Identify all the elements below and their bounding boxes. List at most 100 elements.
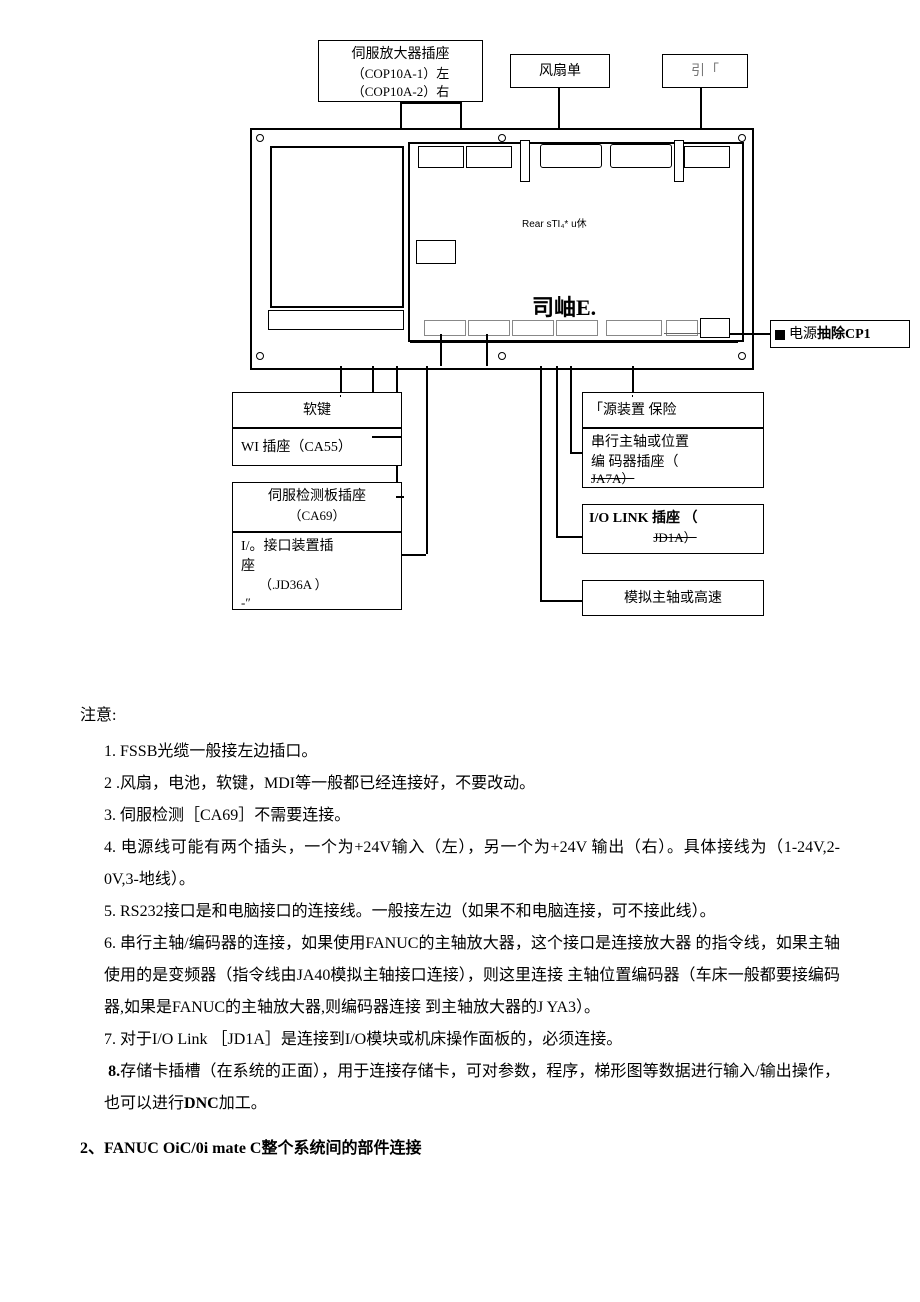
text: 电源	[789, 327, 817, 342]
note-item: 4. 电源线可能有两个插头，一个为+24V输入（左），另一个为+24V 输出（右…	[104, 832, 840, 896]
inner-left-bottom	[268, 310, 404, 330]
screw	[498, 352, 506, 360]
label-wi: WI 插座（CA55）	[232, 428, 402, 466]
leader	[632, 395, 633, 397]
label-power-cp1: 电源抽除CP1	[770, 320, 910, 348]
notes-section: 注意: 1. FSSB光缆一般接左边插口。 2 .风扇，电池，软键，MDI等一般…	[80, 700, 840, 1120]
text: 模拟主轴或高速	[624, 591, 722, 606]
leader	[730, 333, 770, 335]
text: 串行主轴或位置	[591, 433, 761, 453]
note-item: 8.存储卡插槽（在系统的正面），用于连接存储卡，可对参数，程序，梯形图等数据进行…	[104, 1056, 840, 1120]
text: 伺服检测板插座	[235, 487, 399, 507]
text: 2、	[80, 1140, 104, 1157]
text-center: 司岫E.	[532, 290, 596, 322]
note-item: 2 .风扇，电池，软键，MDI等一般都已经连接好，不要改动。	[104, 768, 840, 800]
label-servo-det: 伺服检测板插座 （CA69）	[232, 482, 402, 532]
text: FANUC OiC/0i mate C整个系统间的部件连接	[104, 1140, 421, 1157]
text: FSSB光缆一般接左边插口。	[120, 743, 317, 760]
leader	[570, 452, 582, 454]
tab	[418, 146, 464, 168]
screw	[256, 134, 264, 142]
label-battery: 引「	[662, 54, 748, 88]
divider	[410, 342, 738, 343]
conn	[556, 320, 598, 336]
leader	[440, 334, 442, 366]
label-serial-spindle: 串行主轴或位置 编 码器插座（ JA7A）	[582, 428, 764, 488]
leader	[372, 436, 402, 438]
leader	[570, 366, 572, 452]
leader	[540, 600, 582, 602]
leader	[426, 366, 428, 554]
leader	[540, 366, 542, 601]
text: 电源线可能有两个插头，一个为+24V输入（左），另一个为+24V 输出（右）。具…	[104, 839, 840, 888]
text: I/O LINK 插座 （	[589, 511, 698, 526]
note-item: 7. 对于I/O Link ［JD1A］是连接到I/O模块或机床操作面板的，必须…	[104, 1024, 840, 1056]
text: DNC	[184, 1095, 219, 1112]
screw	[256, 352, 264, 360]
text: 8.	[108, 1063, 120, 1080]
text: 抽除CP1	[817, 327, 871, 342]
small-block	[416, 240, 456, 264]
text: 伺服放大器插座	[321, 45, 480, 65]
text: I/。接口装置插	[241, 537, 399, 557]
leader	[400, 102, 460, 104]
notes-title: 注意:	[80, 700, 840, 732]
note-item: 6. 串行主轴/编码器的连接，如果使用FANUC的主轴放大器，这个接口是连接放大…	[104, 928, 840, 1024]
text: 串行主轴/编码器的连接，如果使用FANUC的主轴放大器，这个接口是连接放大器 的…	[104, 935, 840, 1016]
conn	[606, 320, 662, 336]
tab	[684, 146, 730, 168]
label-power-fuse: 「源装置 保险	[582, 392, 764, 428]
text: 加工。	[219, 1095, 267, 1112]
tab-fan	[540, 144, 602, 168]
leader	[556, 366, 558, 536]
screw	[738, 134, 746, 142]
label-analog-spindle: 模拟主轴或高速	[582, 580, 764, 616]
conn	[468, 320, 510, 336]
label-io-if: I/。接口装置插 座 （.JD36A ） -″	[232, 532, 402, 610]
text: （COP10A-2）右	[321, 83, 480, 101]
text: 引「	[691, 64, 719, 79]
text: -″	[241, 594, 399, 612]
text: JD1A）	[589, 529, 761, 547]
label-servo-amp: 伺服放大器插座 （COP10A-1）左 （COP10A-2）右	[318, 40, 483, 102]
leader	[396, 496, 404, 498]
text: （.JD36A ）	[241, 576, 399, 594]
screw	[498, 134, 506, 142]
strip	[520, 140, 530, 182]
connector-diagram: 伺服放大器插座 （COP10A-1）左 （COP10A-2）右 风扇单 引「 R…	[140, 40, 780, 680]
leader	[486, 334, 488, 366]
tab-fan	[610, 144, 672, 168]
label-io-link: I/O LINK 插座 （ JD1A）	[582, 504, 764, 554]
note-item: 5. RS232接口是和电脑接口的连接线。一般接左边（如果不和电脑连接，可不接此…	[104, 896, 840, 928]
text: JA7A）	[591, 470, 761, 488]
label-fan: 风扇单	[510, 54, 610, 88]
text: 风扇单	[539, 64, 581, 79]
text: RS232接口是和电脑接口的连接线。一般接左边（如果不和电脑连接，可不接此线）。	[116, 903, 716, 920]
tab	[466, 146, 512, 168]
text: WI 插座（CA55）	[241, 440, 352, 455]
text: .风扇，电池，软键，MDI等一般都已经连接好，不要改动。	[116, 775, 535, 792]
note-item: 3. 伺服检测［CA69］不需要连接。	[104, 800, 840, 832]
text: 对于I/O Link ［JD1A］是连接到I/O模块或机床操作面板的，必须连接。	[116, 1031, 622, 1048]
leader	[556, 536, 582, 538]
note-item: 1. FSSB光缆一般接左边插口。	[104, 736, 840, 768]
leader	[402, 554, 426, 556]
section-2-heading: 2、FANUC OiC/0i mate C整个系统间的部件连接	[80, 1134, 840, 1158]
square-icon	[775, 330, 785, 340]
leader	[664, 333, 700, 334]
conn	[512, 320, 554, 336]
label-softkey: 软键	[232, 392, 402, 428]
conn	[424, 320, 466, 336]
text: （COP10A-1）左	[321, 65, 480, 83]
text: 「源装置 保险	[589, 403, 677, 418]
text-rear: Rear sTI₄* u休	[522, 215, 587, 230]
conn-cp1	[700, 318, 730, 338]
screw	[738, 352, 746, 360]
text: 座	[241, 557, 399, 577]
text: 软键	[303, 403, 331, 418]
leader	[340, 395, 341, 397]
text: （CA69）	[235, 507, 399, 525]
inner-left-block	[270, 146, 404, 308]
strip	[674, 140, 684, 182]
text: 伺服检测［CA69］不需要连接。	[116, 807, 350, 824]
